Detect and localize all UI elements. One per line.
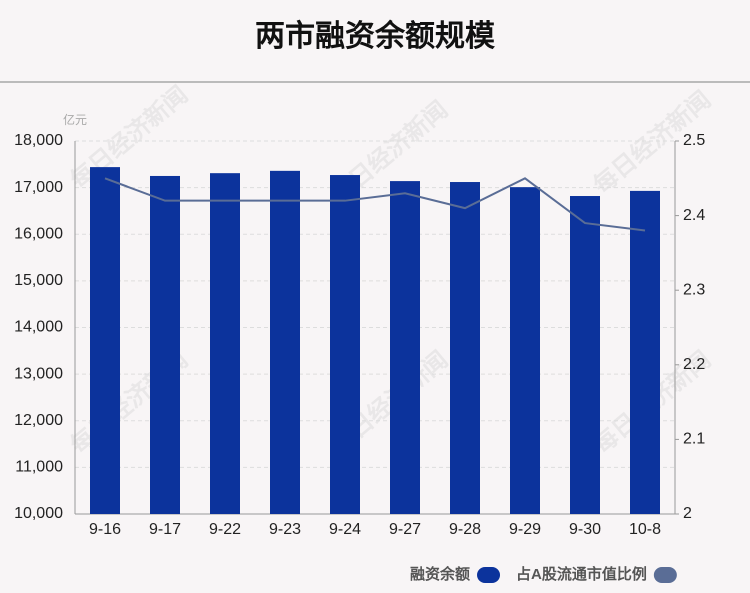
line [104,177,646,232]
bar [270,170,300,514]
unit-label: 亿元 [63,112,87,127]
x-tick-label: 9-23 [269,521,301,538]
x-tick-label: 9-16 [89,521,121,538]
bar [390,181,420,514]
x-tick-label: 9-29 [509,521,541,538]
bar [210,173,240,514]
bar [450,182,480,514]
bar [510,187,540,514]
y2-tick-label: 2.5 [683,132,705,149]
bar [630,190,660,515]
y2-tick-label: 2 [683,505,692,522]
y-tick-label: 15,000 [14,272,63,289]
legend-swatch [477,567,501,583]
x-tick-label: 10-8 [629,521,661,538]
legend-label: 融资余额 [410,565,470,583]
legend-swatch [653,567,677,583]
x-tick-label: 9-24 [329,521,361,538]
y2-tick-label: 2.3 [683,281,705,298]
y-tick-label: 14,000 [14,319,63,336]
y-tick-label: 10,000 [14,505,63,522]
y-tick-label: 16,000 [14,225,63,242]
y-tick-label: 13,000 [14,365,63,382]
bar [330,175,360,514]
y-tick-label: 12,000 [14,412,63,429]
x-tick-label: 9-28 [449,521,481,538]
y-tick-label: 18,000 [14,132,63,149]
y-tick-label: 17,000 [14,179,63,196]
bar [570,196,600,514]
y2-tick-label: 2.4 [683,207,705,224]
y2-tick-label: 2.1 [683,431,705,448]
bar [90,167,120,515]
chart-title: 两市融资余额规模 [255,19,495,53]
legend-label: 占A股流通市值比例 [516,565,647,583]
x-tick-label: 9-30 [569,521,601,538]
x-tick-label: 9-27 [389,521,421,538]
bar [150,175,180,514]
x-tick-label: 9-22 [209,521,241,538]
y2-tick-label: 2.2 [683,356,705,373]
x-tick-label: 9-17 [149,521,181,538]
y-tick-label: 11,000 [15,459,63,476]
